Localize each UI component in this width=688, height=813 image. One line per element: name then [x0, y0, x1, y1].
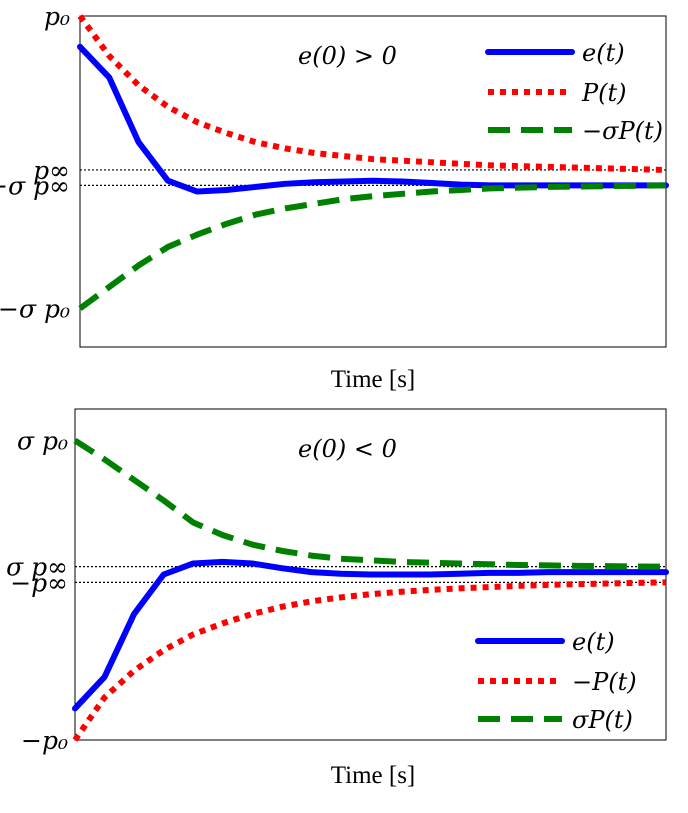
plot-area-frame: [79, 15, 667, 348]
legend-label-p-t: −σP(t): [582, 117, 663, 145]
series-line-p-t: [72, 579, 667, 742]
y-tick-labels: σ p₀ σ p∞−p∞ −p₀: [6, 427, 68, 755]
y-tick-label: σ p₀: [17, 427, 68, 456]
y-tick-label: p₀: [44, 2, 70, 31]
y-tick-label: σ p∞: [6, 553, 68, 582]
annotation-e0-negative: e(0) < 0: [298, 435, 397, 463]
y-tick-labels: p₀ p∞−σ p∞ −σ p₀: [0, 2, 70, 324]
legend-label-p-t: −P(t): [572, 668, 637, 696]
series-line-p-t: [73, 437, 667, 570]
annotation-e0-positive: e(0) > 0: [298, 42, 397, 70]
y-tick-label: −σ p∞: [0, 171, 70, 200]
y-tick-label: −p∞: [10, 568, 68, 597]
legend-label-p-t: σP(t): [572, 706, 633, 734]
legend-label-e-t: e(t): [582, 39, 625, 67]
series-line-p-t: [77, 14, 667, 173]
series-layer: [72, 437, 669, 742]
x-axis-title: Time [s]: [331, 762, 416, 789]
y-tick-label: −σ p₀: [0, 295, 70, 324]
y-tick-label: p∞: [33, 156, 70, 185]
chart-panel-top: p₀ p∞−σ p∞ −σ p₀ e(0) > 0 Time [s] e(t) P(t…: [0, 2, 669, 393]
legend-label-e-t: e(t): [572, 628, 615, 656]
legend: e(t) −P(t) σP(t): [475, 628, 637, 734]
chart-panel-bottom: σ p₀ σ p∞−p∞ −p₀ e(0) < 0 Time [s] e(t) −P(…: [6, 408, 669, 789]
series-line-p-t: [78, 182, 667, 311]
legend: e(t) P(t) −σP(t): [485, 39, 663, 145]
series-line-e-t: [72, 558, 669, 712]
x-axis-title: Time [s]: [331, 366, 416, 393]
series-layer: [77, 14, 669, 311]
legend-label-p-t: P(t): [581, 79, 627, 107]
y-tick-label: −p₀: [21, 726, 68, 755]
